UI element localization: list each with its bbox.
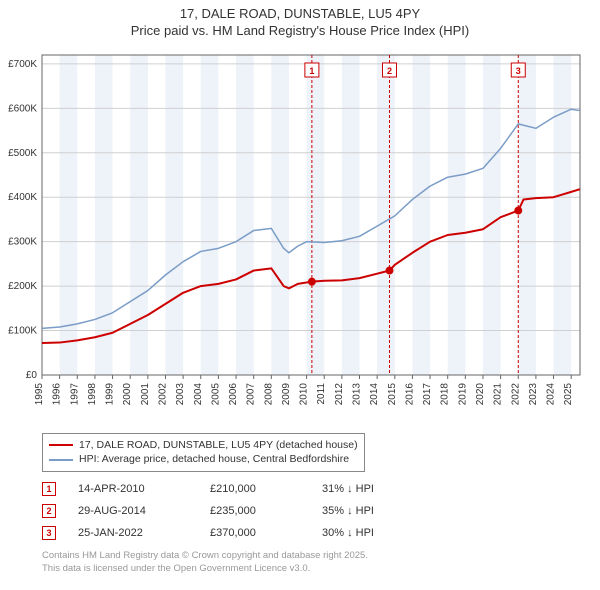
svg-text:2024: 2024 (546, 382, 557, 405)
svg-text:2009: 2009 (281, 382, 292, 405)
legend-label-blue: HPI: Average price, detached house, Cent… (79, 452, 349, 467)
svg-text:3: 3 (516, 66, 521, 76)
svg-text:2022: 2022 (510, 382, 521, 405)
svg-text:1998: 1998 (87, 382, 98, 405)
chart-container: 17, DALE ROAD, DUNSTABLE, LU5 4PY Price … (0, 0, 600, 590)
svg-text:2013: 2013 (352, 382, 363, 405)
svg-text:£300K: £300K (8, 236, 37, 247)
svg-text:2005: 2005 (210, 382, 221, 405)
svg-text:£700K: £700K (8, 59, 37, 70)
attribution-line1: Contains HM Land Registry data © Crown c… (42, 550, 590, 562)
title-block: 17, DALE ROAD, DUNSTABLE, LU5 4PY Price … (0, 0, 600, 42)
marker-price: £370,000 (210, 527, 300, 539)
svg-text:2002: 2002 (157, 382, 168, 405)
marker-row: 3 25-JAN-2022 £370,000 30% ↓ HPI (42, 522, 580, 544)
marker-row: 2 29-AUG-2014 £235,000 35% ↓ HPI (42, 500, 580, 522)
legend-row-blue: HPI: Average price, detached house, Cent… (49, 452, 358, 467)
legend-swatch-blue (49, 459, 73, 461)
svg-text:2012: 2012 (334, 382, 345, 405)
marker-price: £210,000 (210, 483, 300, 495)
svg-text:2020: 2020 (475, 382, 486, 405)
marker-date: 29-AUG-2014 (78, 505, 188, 517)
attribution: Contains HM Land Registry data © Crown c… (42, 550, 590, 575)
title-subtitle: Price paid vs. HM Land Registry's House … (0, 23, 600, 40)
svg-text:£0: £0 (26, 370, 38, 381)
marker-table: 1 14-APR-2010 £210,000 31% ↓ HPI 2 29-AUG-201… (42, 478, 580, 544)
svg-text:2021: 2021 (493, 382, 504, 405)
svg-text:2011: 2011 (316, 382, 327, 404)
svg-text:2006: 2006 (228, 382, 239, 405)
legend-label-red: 17, DALE ROAD, DUNSTABLE, LU5 4PY (detac… (79, 438, 358, 453)
attribution-line2: This data is licensed under the Open Gov… (42, 563, 590, 575)
svg-text:2007: 2007 (246, 382, 257, 405)
marker-date: 14-APR-2010 (78, 483, 188, 495)
marker-num-box: 1 (42, 482, 56, 496)
svg-text:2025: 2025 (563, 382, 574, 405)
chart-svg: £0 £100K £200K £300K £400K £500K £600K £700K 199… (0, 47, 590, 427)
legend: 17, DALE ROAD, DUNSTABLE, LU5 4PY (detac… (42, 433, 365, 472)
svg-text:2023: 2023 (528, 382, 539, 405)
svg-text:1997: 1997 (69, 382, 80, 405)
svg-text:£500K: £500K (8, 148, 37, 159)
svg-text:2000: 2000 (122, 382, 133, 405)
chart-area: £0 £100K £200K £300K £400K £500K £600K £700K 199… (0, 47, 590, 427)
legend-swatch-red (49, 444, 73, 446)
svg-text:£400K: £400K (8, 192, 37, 203)
svg-text:2001: 2001 (140, 382, 151, 405)
svg-text:£200K: £200K (8, 281, 37, 292)
svg-text:2: 2 (387, 66, 392, 76)
svg-text:1: 1 (309, 66, 314, 76)
svg-text:£100K: £100K (8, 325, 37, 336)
marker-price: £235,000 (210, 505, 300, 517)
svg-text:1999: 1999 (105, 382, 116, 405)
svg-text:1995: 1995 (34, 382, 45, 405)
svg-text:2003: 2003 (175, 382, 186, 405)
marker-diff: 30% ↓ HPI (322, 527, 412, 539)
marker-row: 1 14-APR-2010 £210,000 31% ↓ HPI (42, 478, 580, 500)
marker-diff: 31% ↓ HPI (322, 483, 412, 495)
svg-text:2014: 2014 (369, 382, 380, 405)
marker-date: 25-JAN-2022 (78, 527, 188, 539)
svg-text:£600K: £600K (8, 103, 37, 114)
svg-text:2010: 2010 (299, 382, 310, 405)
svg-text:1996: 1996 (52, 382, 63, 405)
marker-num-box: 2 (42, 504, 56, 518)
svg-text:2008: 2008 (263, 382, 274, 405)
svg-text:2017: 2017 (422, 382, 433, 405)
svg-text:2004: 2004 (193, 382, 204, 405)
title-address: 17, DALE ROAD, DUNSTABLE, LU5 4PY (0, 6, 600, 23)
svg-text:2015: 2015 (387, 382, 398, 405)
svg-text:2019: 2019 (457, 382, 468, 405)
marker-num-box: 3 (42, 526, 56, 540)
marker-diff: 35% ↓ HPI (322, 505, 412, 517)
legend-row-red: 17, DALE ROAD, DUNSTABLE, LU5 4PY (detac… (49, 438, 358, 453)
svg-text:2016: 2016 (404, 382, 415, 405)
svg-text:2018: 2018 (440, 382, 451, 405)
